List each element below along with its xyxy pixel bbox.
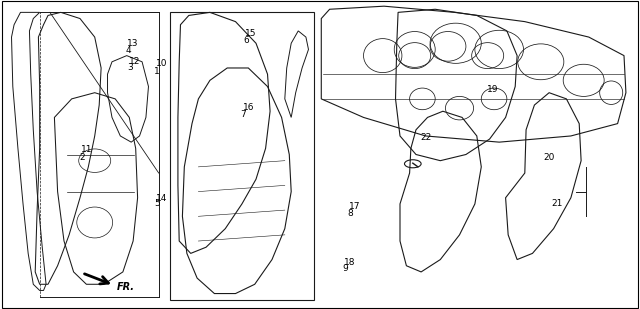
Text: 22: 22 bbox=[420, 133, 431, 142]
Text: 12: 12 bbox=[129, 57, 141, 66]
Text: 2: 2 bbox=[79, 153, 84, 162]
Text: 9: 9 bbox=[343, 264, 348, 273]
Text: FR.: FR. bbox=[117, 282, 135, 292]
Text: 10: 10 bbox=[156, 59, 167, 68]
Text: 20: 20 bbox=[543, 153, 555, 162]
Text: 4: 4 bbox=[125, 45, 131, 55]
Text: 21: 21 bbox=[551, 199, 563, 209]
Text: 5: 5 bbox=[154, 199, 159, 209]
Text: 16: 16 bbox=[243, 103, 254, 112]
Text: 17: 17 bbox=[349, 202, 361, 211]
Text: 13: 13 bbox=[127, 39, 138, 49]
Text: 14: 14 bbox=[156, 194, 167, 203]
Text: 8: 8 bbox=[348, 209, 353, 218]
Text: 11: 11 bbox=[81, 145, 92, 154]
Text: 15: 15 bbox=[245, 29, 257, 38]
Text: 1: 1 bbox=[154, 66, 159, 76]
Text: 3: 3 bbox=[128, 63, 133, 73]
Text: 7: 7 bbox=[241, 110, 246, 119]
Text: 18: 18 bbox=[344, 257, 356, 267]
Text: 19: 19 bbox=[487, 85, 499, 94]
Text: 6: 6 bbox=[244, 36, 249, 45]
